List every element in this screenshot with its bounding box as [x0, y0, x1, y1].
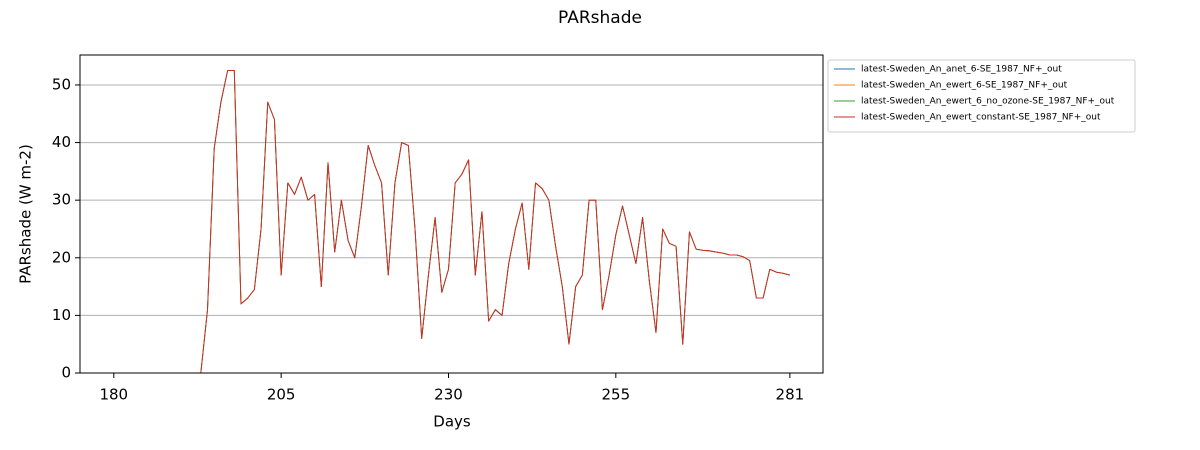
legend-box — [827, 59, 1136, 133]
y-tick-label: 20 — [52, 248, 71, 266]
x-tick-label: 205 — [267, 386, 296, 404]
data-line — [113, 70, 790, 374]
x-tick-label: 230 — [434, 386, 463, 404]
y-tick-label: 10 — [52, 306, 71, 324]
plot-frame — [79, 54, 824, 374]
y-tick-label: 0 — [61, 364, 71, 382]
y-axis-label: PARshade (W m-2) — [17, 144, 35, 284]
legend: latest-Sweden_An_anet_6-SE_1987_NF+_outl… — [827, 59, 1136, 133]
x-axis-label: Days — [433, 413, 471, 431]
chart-title: PARshade — [558, 8, 642, 28]
legend-label: latest-Sweden_An_ewert_6_no_ozone-SE_198… — [861, 97, 1115, 107]
x-tick-label: 281 — [776, 386, 805, 404]
legend-label: latest-Sweden_An_ewert_constant-SE_1987_… — [861, 113, 1101, 123]
legend-label: latest-Sweden_An_anet_6-SE_1987_NF+_out — [861, 65, 1062, 75]
x-tick-label: 180 — [99, 386, 128, 404]
x-tick-label: 255 — [602, 386, 631, 404]
legend-label: latest-Sweden_An_ewert_6-SE_1987_NF+_out — [861, 81, 1068, 91]
y-tick-label: 40 — [52, 133, 71, 151]
y-tick-label: 30 — [52, 191, 71, 209]
y-tick-label: 50 — [52, 75, 71, 93]
